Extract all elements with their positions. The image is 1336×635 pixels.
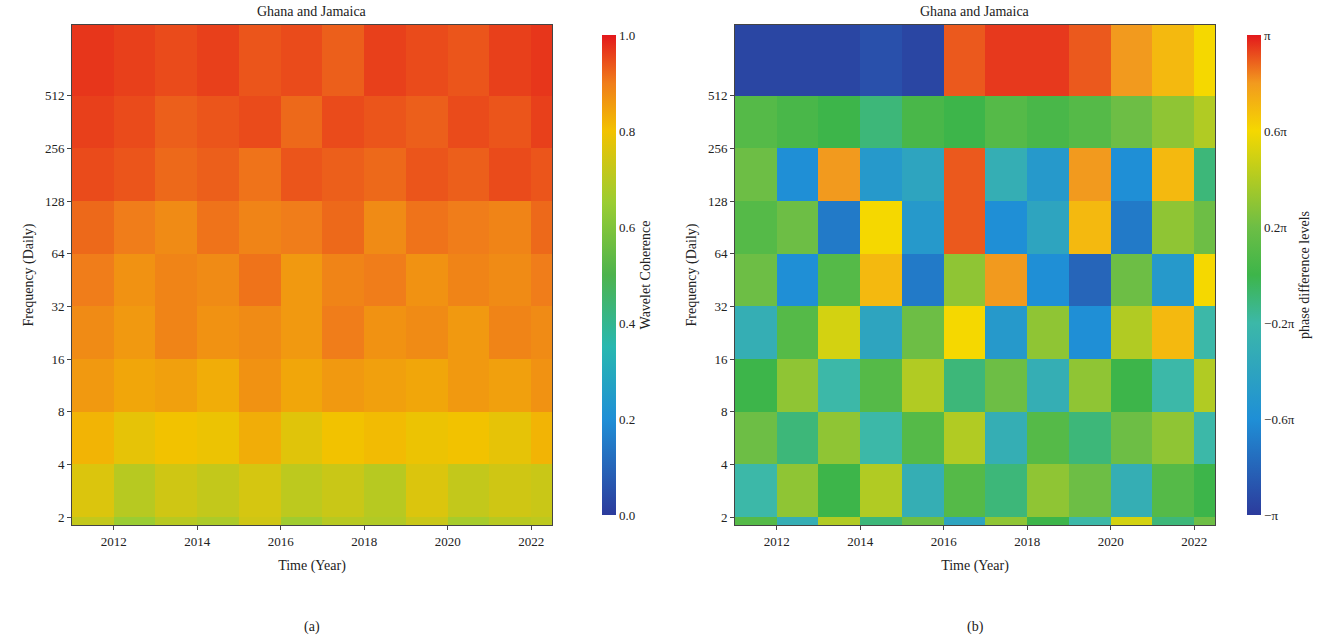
- svg-text:512: 512: [708, 88, 728, 103]
- svg-text:−π: −π: [1264, 508, 1278, 523]
- svg-text:16: 16: [714, 352, 728, 367]
- svg-text:128: 128: [45, 194, 65, 209]
- svg-text:8: 8: [58, 404, 65, 419]
- svg-text:0.2: 0.2: [619, 412, 635, 427]
- svg-text:16: 16: [51, 352, 65, 367]
- svg-text:2012: 2012: [101, 534, 127, 549]
- svg-text:0.6π: 0.6π: [1264, 124, 1287, 139]
- svg-text:Wavelet Coherence: Wavelet Coherence: [638, 221, 653, 330]
- svg-text:2: 2: [721, 510, 728, 525]
- svg-text:Ghana and Jamaica: Ghana and Jamaica: [920, 4, 1030, 19]
- svg-text:0.0: 0.0: [619, 508, 635, 523]
- svg-text:4: 4: [721, 457, 728, 472]
- svg-text:64: 64: [51, 246, 65, 261]
- svg-text:2018: 2018: [351, 534, 377, 549]
- svg-text:0.6: 0.6: [619, 220, 636, 235]
- svg-text:4: 4: [58, 457, 65, 472]
- svg-text:1.0: 1.0: [619, 28, 635, 43]
- svg-text:256: 256: [45, 141, 65, 156]
- svg-text:Time (Year): Time (Year): [278, 558, 346, 574]
- svg-text:(a): (a): [304, 619, 320, 635]
- svg-text:Frequency (Daily): Frequency (Daily): [21, 223, 37, 326]
- svg-text:2018: 2018: [1014, 534, 1040, 549]
- svg-text:Ghana and Jamaica: Ghana and Jamaica: [257, 4, 367, 19]
- svg-text:2020: 2020: [1098, 534, 1124, 549]
- svg-text:2022: 2022: [1181, 534, 1207, 549]
- svg-text:−0.6π: −0.6π: [1264, 412, 1295, 427]
- svg-text:32: 32: [51, 299, 64, 314]
- svg-text:256: 256: [708, 141, 728, 156]
- svg-text:0.4: 0.4: [619, 316, 636, 331]
- svg-text:2014: 2014: [847, 534, 874, 549]
- svg-text:π: π: [1264, 28, 1271, 43]
- svg-text:2016: 2016: [268, 534, 295, 549]
- svg-text:32: 32: [714, 299, 727, 314]
- svg-text:2020: 2020: [435, 534, 461, 549]
- svg-text:64: 64: [714, 246, 728, 261]
- svg-text:(b): (b): [967, 619, 984, 635]
- svg-text:2: 2: [58, 510, 65, 525]
- svg-text:−0.2π: −0.2π: [1264, 316, 1295, 331]
- svg-text:0.8: 0.8: [619, 124, 635, 139]
- svg-text:128: 128: [708, 194, 728, 209]
- svg-text:2022: 2022: [518, 534, 544, 549]
- svg-text:512: 512: [45, 88, 65, 103]
- svg-text:0.2π: 0.2π: [1264, 220, 1287, 235]
- svg-text:Time (Year): Time (Year): [941, 558, 1009, 574]
- svg-text:2014: 2014: [184, 534, 211, 549]
- svg-text:2016: 2016: [931, 534, 958, 549]
- svg-text:phase difference levels: phase difference levels: [1297, 211, 1312, 339]
- svg-text:8: 8: [721, 404, 728, 419]
- svg-text:2012: 2012: [764, 534, 790, 549]
- svg-text:Frequency (Daily): Frequency (Daily): [684, 223, 700, 326]
